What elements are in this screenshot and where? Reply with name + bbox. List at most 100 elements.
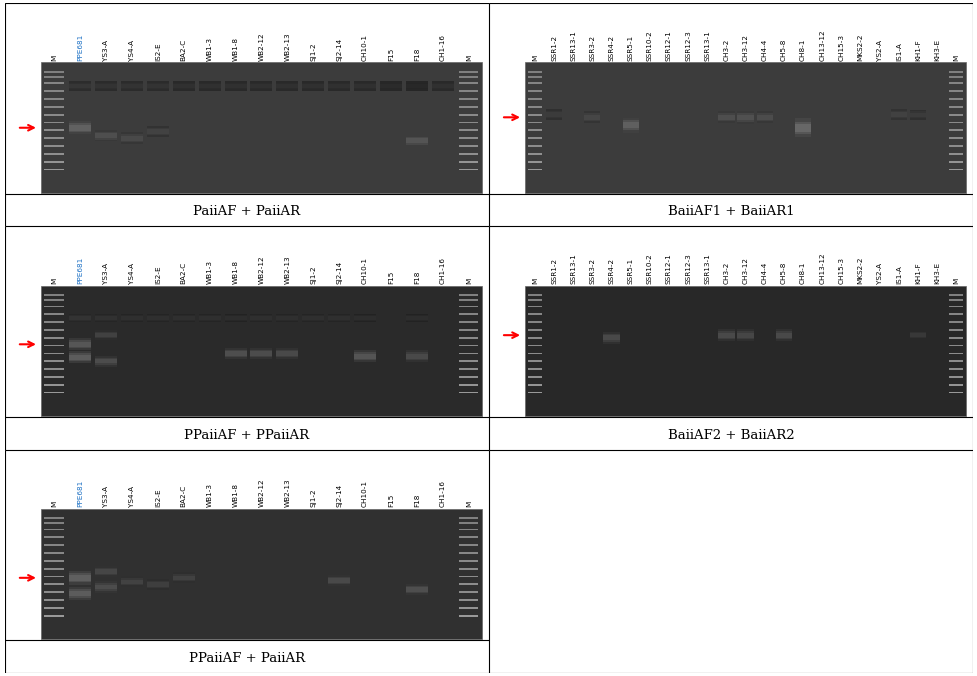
Bar: [44, 98, 64, 100]
Bar: [44, 552, 64, 554]
Bar: [147, 126, 169, 137]
Bar: [44, 384, 64, 385]
Bar: [69, 316, 91, 320]
Bar: [173, 574, 194, 581]
Bar: [528, 314, 541, 315]
Bar: [794, 124, 810, 132]
Bar: [173, 314, 194, 322]
Bar: [276, 349, 298, 358]
Bar: [603, 334, 619, 341]
Bar: [458, 544, 478, 546]
Bar: [380, 82, 402, 89]
Bar: [432, 81, 453, 91]
Bar: [121, 578, 143, 585]
Bar: [95, 333, 117, 337]
Bar: [458, 299, 478, 301]
Bar: [528, 299, 541, 301]
Bar: [302, 84, 324, 88]
Text: KH3-E: KH3-E: [933, 262, 939, 284]
Bar: [948, 98, 962, 100]
Bar: [717, 333, 734, 337]
Bar: [756, 115, 772, 120]
Text: IS2-E: IS2-E: [154, 42, 160, 61]
Text: PPE681: PPE681: [77, 256, 83, 284]
Text: CH4-4: CH4-4: [761, 262, 767, 284]
Text: MKS2-2: MKS2-2: [857, 256, 863, 284]
Bar: [173, 573, 194, 583]
Bar: [528, 137, 541, 139]
Text: MKS2-2: MKS2-2: [857, 33, 863, 61]
Bar: [44, 321, 64, 323]
Bar: [354, 354, 376, 358]
Text: CH15-3: CH15-3: [837, 34, 843, 61]
Bar: [69, 571, 91, 585]
Text: SSR5-1: SSR5-1: [627, 258, 633, 284]
Bar: [250, 316, 273, 320]
Text: M: M: [465, 55, 471, 61]
Bar: [583, 115, 600, 120]
Bar: [225, 82, 246, 89]
Bar: [44, 607, 64, 608]
Bar: [328, 315, 350, 321]
Bar: [41, 62, 482, 193]
Bar: [276, 81, 298, 91]
Bar: [121, 82, 143, 89]
Bar: [44, 391, 64, 393]
Bar: [69, 339, 91, 350]
Text: CH1-16: CH1-16: [440, 480, 446, 507]
Bar: [69, 587, 91, 600]
Bar: [405, 315, 428, 321]
Bar: [250, 84, 273, 88]
Bar: [909, 331, 925, 340]
Text: WB2-12: WB2-12: [258, 478, 264, 507]
Bar: [95, 569, 117, 573]
Bar: [458, 122, 478, 124]
Bar: [44, 130, 64, 131]
Bar: [528, 98, 541, 100]
Bar: [44, 376, 64, 378]
Bar: [545, 112, 562, 117]
Bar: [528, 294, 541, 295]
Bar: [948, 376, 962, 378]
Bar: [528, 91, 541, 92]
Bar: [717, 115, 734, 120]
Text: SSR4-2: SSR4-2: [608, 258, 614, 284]
Bar: [948, 360, 962, 362]
Bar: [405, 135, 428, 147]
Bar: [948, 321, 962, 323]
Text: M: M: [51, 55, 57, 61]
Bar: [250, 82, 273, 89]
Bar: [528, 106, 541, 107]
Bar: [405, 350, 428, 362]
Bar: [69, 354, 91, 361]
Text: F18: F18: [413, 270, 419, 284]
Bar: [328, 314, 350, 322]
Text: SSR12-3: SSR12-3: [685, 253, 691, 284]
Bar: [545, 110, 562, 120]
Bar: [458, 560, 478, 562]
Bar: [890, 111, 906, 118]
Bar: [44, 345, 64, 347]
Bar: [225, 316, 246, 320]
Bar: [737, 113, 753, 122]
Bar: [948, 329, 962, 331]
Bar: [948, 137, 962, 139]
Text: YS3-A: YS3-A: [103, 486, 108, 507]
Bar: [173, 316, 194, 320]
Bar: [528, 71, 541, 72]
Bar: [948, 306, 962, 308]
Bar: [458, 592, 478, 593]
Bar: [622, 120, 638, 130]
Bar: [380, 84, 402, 88]
Text: PPE681: PPE681: [77, 479, 83, 507]
Bar: [525, 62, 965, 193]
Bar: [121, 315, 143, 321]
Bar: [909, 113, 925, 117]
Bar: [458, 98, 478, 100]
Text: SSR12-3: SSR12-3: [685, 30, 691, 61]
Text: M: M: [51, 501, 57, 507]
Bar: [603, 335, 619, 340]
Bar: [354, 314, 376, 322]
Bar: [44, 614, 64, 617]
Bar: [948, 161, 962, 162]
